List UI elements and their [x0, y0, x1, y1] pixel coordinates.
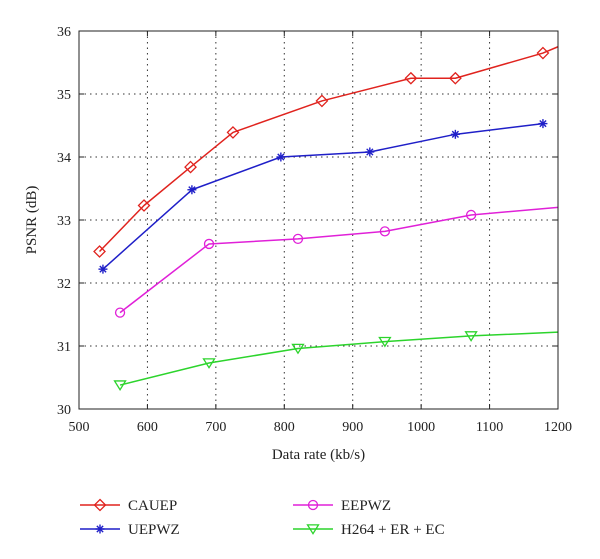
x-tick-label: 900: [342, 420, 363, 435]
y-tick-label: 32: [57, 277, 71, 292]
data-point-cauep: [315, 94, 329, 108]
legend-marker: [95, 524, 105, 534]
series-eepwz: [114, 206, 559, 318]
series-line-uepwz: [102, 122, 544, 270]
data-point-uepwz: [276, 152, 286, 162]
data-point-eepwz: [114, 307, 126, 318]
data-point-h264-er-ec: [113, 380, 127, 391]
data-point-eepwz: [379, 226, 391, 237]
legend-label: EEPWZ: [341, 498, 391, 514]
legend-marker: [93, 498, 107, 512]
legend-item-cauep: CAUEP: [80, 498, 177, 514]
x-tick-label: 700: [205, 420, 226, 435]
data-point-eepwz: [292, 233, 304, 245]
series-line-h264-er-ec: [119, 331, 559, 386]
data-point-uepwz: [450, 129, 460, 139]
data-point-uepwz: [538, 119, 548, 129]
data-point-cauep: [448, 71, 462, 85]
legend-item-eepwz: EEPWZ: [293, 498, 391, 514]
series-line-cauep: [98, 46, 559, 253]
data-point-cauep: [226, 126, 240, 139]
x-tick-label: 1200: [544, 420, 572, 435]
x-tick-label: 600: [137, 420, 158, 435]
legend-label: H264 + ER + EC: [341, 522, 445, 538]
data-point-h264-er-ec: [378, 336, 392, 348]
series-uepwz: [98, 119, 548, 274]
legend-label: CAUEP: [128, 498, 177, 514]
data-point-uepwz: [365, 147, 375, 157]
series-layer: [93, 46, 559, 391]
data-point-cauep: [404, 71, 418, 85]
axes: 500 600 700 800 900 1000 1100 1200 30 31 32 33 34 35 3…: [57, 25, 572, 435]
x-tick-label: 500: [69, 420, 90, 435]
data-point-cauep: [184, 160, 197, 174]
y-tick-label: 30: [57, 403, 71, 418]
data-point-cauep: [93, 245, 106, 258]
data-point-eepwz: [465, 209, 477, 221]
x-tick-label: 1100: [476, 420, 503, 435]
x-axis-title: Data rate (kb/s): [272, 447, 365, 463]
series-line-eepwz: [119, 206, 559, 314]
legend-item-h264-er-ec: H264 + ER + EC: [293, 522, 445, 538]
legend: CAUEP UEPWZ EEPWZ H264 + ER + EC: [80, 498, 445, 538]
y-tick-label: 31: [57, 340, 71, 355]
y-tick-label: 33: [57, 214, 71, 229]
legend-marker: [306, 524, 320, 535]
y-tick-label: 34: [57, 151, 71, 166]
data-point-eepwz: [203, 238, 215, 250]
data-point-h264-er-ec: [291, 343, 305, 355]
data-point-cauep: [137, 199, 151, 212]
data-point-uepwz: [98, 264, 108, 274]
data-point-h264-er-ec: [202, 358, 216, 369]
y-axis-title: PSNR (dB): [24, 186, 40, 255]
legend-marker: [307, 499, 319, 511]
y-tick-label: 36: [57, 25, 71, 40]
legend-label: UEPWZ: [128, 522, 180, 538]
legend-item-uepwz: UEPWZ: [80, 522, 180, 538]
x-tick-label: 800: [274, 420, 295, 435]
x-tick-label: 1000: [407, 420, 435, 435]
grid: [79, 31, 558, 409]
data-point-h264-er-ec: [464, 331, 478, 342]
data-point-cauep: [536, 46, 550, 60]
series-cauep: [93, 46, 559, 258]
data-point-uepwz: [187, 185, 197, 195]
series-h264-er-ec: [113, 331, 559, 391]
y-tick-label: 35: [57, 88, 71, 103]
